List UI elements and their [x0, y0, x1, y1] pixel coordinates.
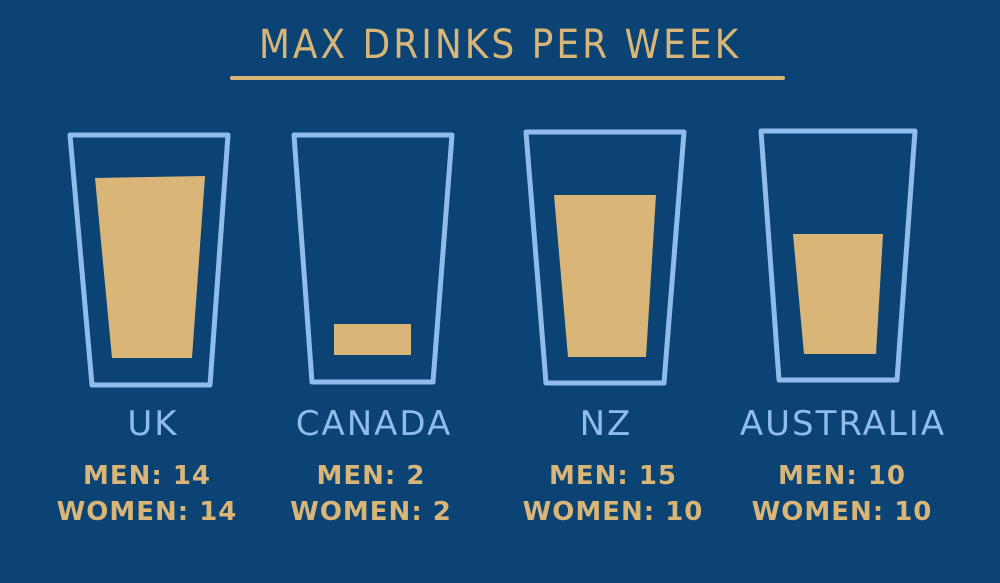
glass-outline-canada	[291, 132, 455, 385]
stats-uk: MEN: 14 WOMEN: 14	[27, 458, 267, 530]
stats-nz: MEN: 15 WOMEN: 10	[493, 458, 733, 530]
glass-nz	[523, 129, 687, 386]
stats-canada: MEN: 2 WOMEN: 2	[251, 458, 491, 530]
men-limit-australia: MEN: 10	[777, 461, 907, 491]
country-label-canada: CANADA	[295, 404, 453, 444]
men-limit-nz: MEN: 15	[548, 461, 678, 491]
stats-australia: MEN: 10 WOMEN: 10	[722, 458, 962, 530]
men-limit-canada: MEN: 2	[316, 461, 426, 491]
women-limit-canada: WOMEN: 2	[290, 497, 452, 527]
women-limit-australia: WOMEN: 10	[751, 497, 933, 527]
liquid-australia	[793, 234, 883, 354]
glasses-illustration	[67, 128, 918, 388]
liquid-canada	[334, 324, 411, 355]
glass-outline-uk	[67, 132, 231, 388]
glass-outline-nz	[523, 129, 687, 386]
glass-outline-australia	[758, 128, 918, 383]
page-title: MAX DRINKS PER WEEK	[258, 22, 742, 68]
country-label-australia: AUSTRALIA	[739, 404, 947, 444]
glass-uk	[67, 132, 231, 388]
glass-australia	[758, 128, 918, 383]
glass-canada	[291, 132, 455, 385]
title-underline	[230, 76, 785, 80]
men-limit-uk: MEN: 14	[82, 461, 212, 491]
country-label-uk: UK	[127, 404, 179, 444]
women-limit-uk: WOMEN: 14	[56, 497, 238, 527]
liquid-uk	[95, 176, 205, 358]
country-label-nz: NZ	[579, 404, 633, 444]
women-limit-nz: WOMEN: 10	[522, 497, 704, 527]
liquid-nz	[554, 195, 656, 357]
